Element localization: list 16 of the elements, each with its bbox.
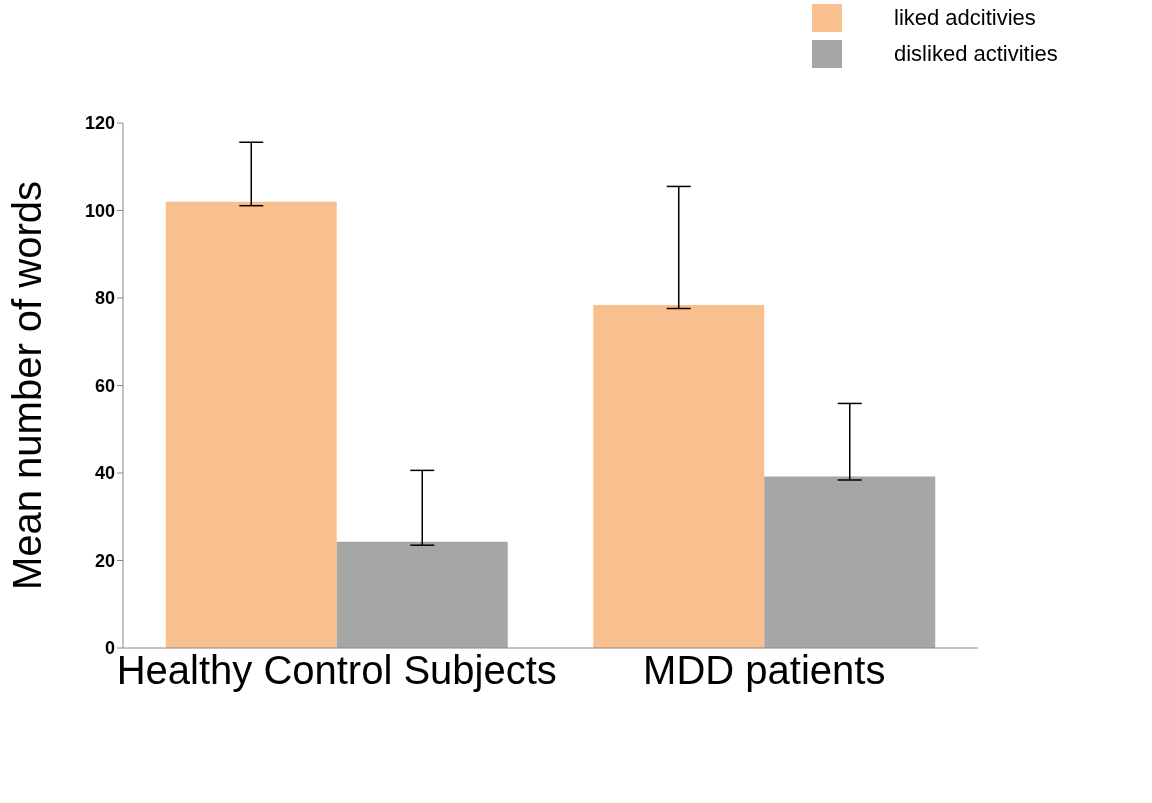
y-axis-title: Mean number of words [5, 180, 50, 591]
y-tick-label: 40 [94, 463, 115, 484]
y-tick-label: 0 [104, 638, 115, 659]
legend-label: liked adcitivies [894, 5, 1036, 31]
x-tick-label: MDD patients [643, 648, 886, 693]
y-tick-label: 100 [84, 200, 115, 221]
x-tick-label: Healthy Control Subjects [116, 648, 557, 693]
bar [764, 476, 936, 648]
y-tick-label: 120 [84, 113, 115, 134]
y-tick-label: 80 [94, 288, 115, 309]
bar [165, 201, 337, 648]
bar [593, 305, 765, 648]
y-tick-label: 60 [94, 375, 115, 396]
bar [336, 541, 508, 648]
y-tick-label: 20 [94, 550, 115, 571]
legend-label: disliked activities [894, 41, 1058, 67]
